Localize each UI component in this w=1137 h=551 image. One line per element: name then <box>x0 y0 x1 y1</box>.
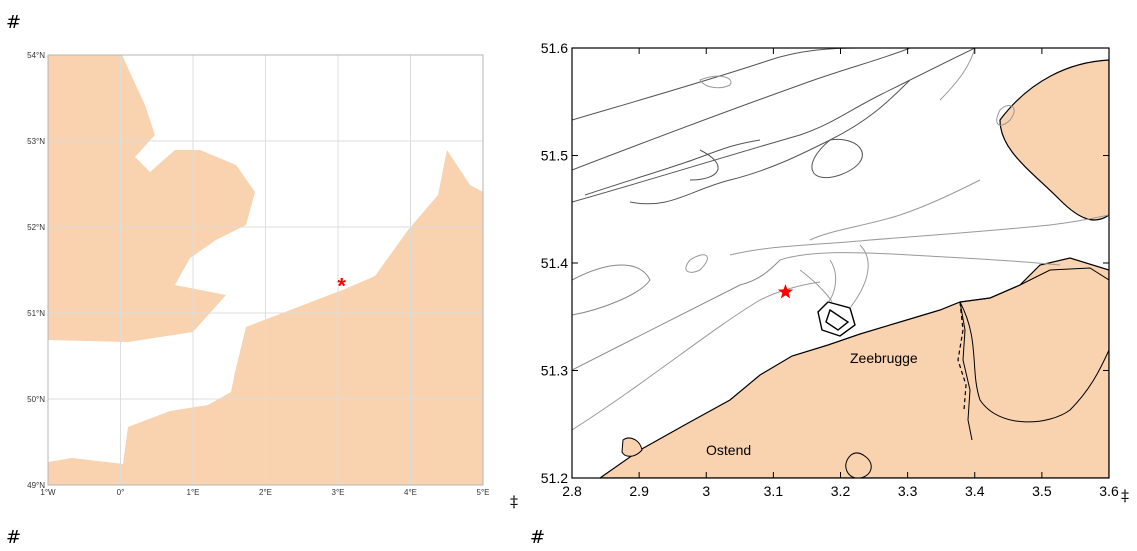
detail-y-tick-label: 51.2 <box>541 470 568 486</box>
detail-x-tick-label: 2.8 <box>562 483 582 499</box>
detail-land <box>598 59 1109 478</box>
hash-marker-bottom-center: # <box>530 527 546 548</box>
detail-x-tick-label: 3.5 <box>1032 483 1052 499</box>
overview-grid <box>48 55 483 485</box>
ostend-label: Ostend <box>706 442 751 458</box>
detail-map: 2.8 2.9 3 3.1 3.2 3.3 3.4 3.5 3.6 51.651.551.451… <box>541 40 1119 499</box>
overview-land <box>48 55 483 485</box>
overview-map: 54°N 53°N 52°N 51°N 50°N 49°N 1°W 0° 1°E 2°E 3°E 4… <box>27 51 489 497</box>
overview-lon-ticks: 1°W 0° 1°E 2°E 3°E 4°E 5°E <box>40 488 489 497</box>
overview-lat-ticks: 54°N 53°N 52°N 51°N 50°N 49°N <box>27 51 45 490</box>
overview-lon-tick-label: 5°E <box>477 488 490 497</box>
overview-lon-tick-label: 2°E <box>259 488 272 497</box>
detail-y-tick-label: 51.6 <box>541 40 568 56</box>
overview-lon-tick-label: 3°E <box>332 488 345 497</box>
detail-y-ticks: 51.6 51.5 51.4 51.3 51.2 <box>541 40 1109 486</box>
detail-y-tick-label: 51.3 <box>541 363 568 379</box>
bathymetry-contours <box>572 48 1109 431</box>
overview-lon-tick-label: 1°E <box>187 488 200 497</box>
overview-site-marker: * <box>337 274 346 299</box>
overview-lon-tick-label: 0° <box>117 488 125 497</box>
overview-lat-tick-label: 52°N <box>27 223 45 232</box>
detail-x-tick-label: 3.3 <box>898 483 918 499</box>
detail-x-tick-label: 3.2 <box>831 483 851 499</box>
zeebrugge-harbour <box>817 301 856 337</box>
belgian-coast-landmass <box>598 257 1109 478</box>
overview-lat-tick-label: 49°N <box>27 481 45 490</box>
overview-lat-tick-label: 53°N <box>27 137 45 146</box>
overview-frame <box>47 54 484 486</box>
walcheren-landmass <box>999 59 1109 221</box>
overview-lon-tick-label: 1°W <box>40 488 56 497</box>
detail-x-tick-label: 3.4 <box>965 483 985 499</box>
detail-x-tick-label: 3 <box>702 483 710 499</box>
overview-lat-tick-label: 54°N <box>27 51 45 60</box>
england-landmass <box>48 55 255 342</box>
detail-x-tick-label: 3.1 <box>764 483 784 499</box>
dagger-marker-right: ‡ <box>1121 486 1129 505</box>
overview-lon-tick-label: 4°E <box>404 488 417 497</box>
detail-inland-lines <box>621 267 1109 478</box>
hash-marker-bottom-left: # <box>6 527 22 548</box>
detail-y-tick-label: 51.4 <box>541 255 568 271</box>
overview-lat-tick-label: 51°N <box>27 309 45 318</box>
detail-site-marker <box>777 284 794 299</box>
detail-x-tick-label: 2.9 <box>629 483 649 499</box>
zeebrugge-label: Zeebrugge <box>850 350 918 366</box>
hash-marker-top-left: # <box>6 12 22 33</box>
detail-x-tick-label: 3.6 <box>1099 483 1119 499</box>
continent-landmass <box>48 150 483 485</box>
dagger-marker-center: ‡ <box>510 492 518 511</box>
overview-lat-tick-label: 50°N <box>27 395 45 404</box>
detail-x-ticks: 2.8 2.9 3 3.1 3.2 3.3 3.4 3.5 3.6 <box>562 48 1119 499</box>
detail-y-tick-label: 51.5 <box>541 148 568 164</box>
border-dashed-line <box>957 301 967 411</box>
